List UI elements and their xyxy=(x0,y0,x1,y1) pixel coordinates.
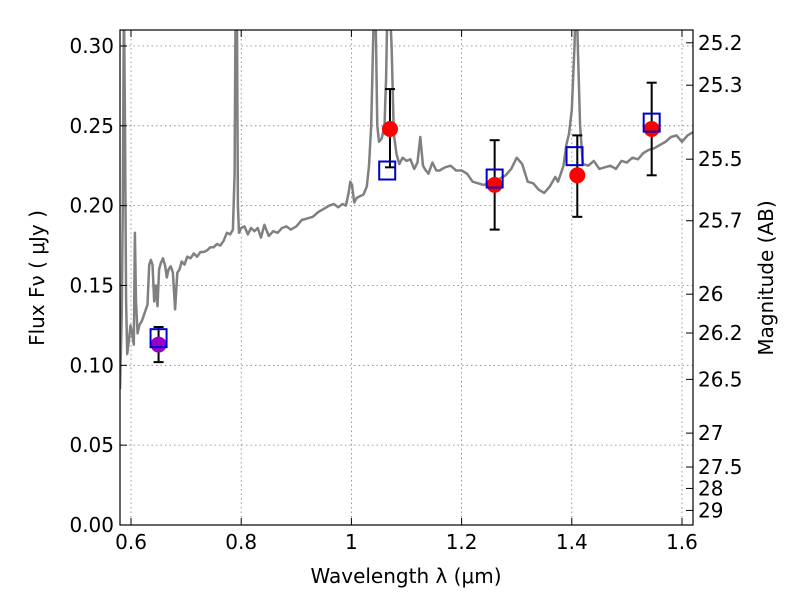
plot-frame xyxy=(119,29,694,526)
model-flux-square xyxy=(642,112,661,133)
x-tick-label: 0.8 xyxy=(225,530,257,554)
marker-layer xyxy=(149,81,661,364)
x-tick-label: 0.6 xyxy=(115,530,147,554)
model-flux-square xyxy=(565,146,584,167)
magnitude-tick-label: 28 xyxy=(698,476,723,500)
plot-background xyxy=(120,30,693,525)
x-tick-label: 1.6 xyxy=(666,530,698,554)
magnitude-tick-label: 25.5 xyxy=(698,147,743,171)
y-tick-label: 0.10 xyxy=(69,353,114,377)
y-tick-label: 0.00 xyxy=(69,513,114,537)
data-layer xyxy=(120,30,693,390)
observed-flux-point xyxy=(150,336,167,353)
model-spectrum-line xyxy=(120,30,693,390)
x-axis-title: Wavelength λ (μm) xyxy=(310,564,501,588)
observed-flux-point xyxy=(569,167,586,184)
observed-flux-point xyxy=(381,121,398,137)
y-tick-label: 0.30 xyxy=(69,34,114,58)
y-tick-label: 0.15 xyxy=(69,273,114,297)
model-flux-square xyxy=(485,168,504,189)
y-tick-label: 0.20 xyxy=(69,194,114,218)
model-flux-square xyxy=(378,160,397,181)
magnitude-tick-label: 25.3 xyxy=(698,73,743,97)
magnitude-tick-label: 25.2 xyxy=(698,31,743,55)
x-tick-label: 1.4 xyxy=(556,530,588,554)
magnitude-tick-label: 26.5 xyxy=(698,367,743,391)
y-tick-label: 0.05 xyxy=(69,433,114,457)
magnitude-tick-label: 27.5 xyxy=(698,455,743,479)
x-tick-label: 1 xyxy=(345,530,358,554)
y-tick-label: 0.25 xyxy=(69,114,114,138)
magnitude-tick-label: 27 xyxy=(698,421,723,445)
magnitude-tick-label: 25.7 xyxy=(698,209,743,233)
ticks: 0.6 0.8 1 1.2 1.4 1.6 0.00 0.05 0.10 0.15 0.20 0.25… xyxy=(69,30,743,554)
magnitude-tick-label: 29 xyxy=(698,498,723,522)
x-tick-label: 1.2 xyxy=(446,530,478,554)
model-flux-square xyxy=(149,328,168,349)
observed-flux-point xyxy=(643,121,660,137)
magnitude-axis-title: Magnitude (AB) xyxy=(754,200,778,355)
magnitude-tick-label: 26 xyxy=(698,282,723,306)
y-axis-title: Flux Fν ( μJy ) xyxy=(25,210,49,346)
observed-flux-point xyxy=(486,176,503,193)
magnitude-tick-label: 26.2 xyxy=(698,321,743,345)
